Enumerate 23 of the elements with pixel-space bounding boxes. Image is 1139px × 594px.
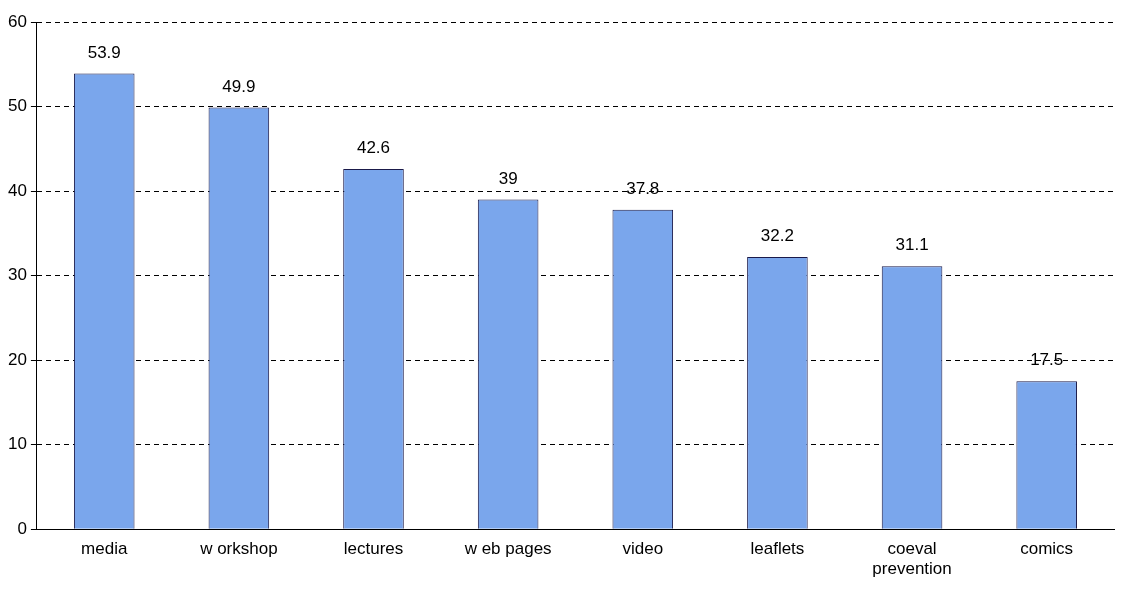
data-label: 39 xyxy=(498,168,518,188)
x-tick-label: w orkshop xyxy=(199,539,278,559)
y-tick-label: 50 xyxy=(7,96,27,116)
x-tick-label: media xyxy=(81,539,128,559)
data-label: 32.2 xyxy=(760,226,794,246)
y-tick-label: 10 xyxy=(7,434,27,454)
data-label: 53.9 xyxy=(87,42,121,62)
data-label: 49.9 xyxy=(222,76,256,96)
x-tick-label: leaflets xyxy=(750,539,805,559)
x-tick-label: video xyxy=(622,539,664,559)
y-tick-label: 30 xyxy=(7,265,27,285)
y-tick-label: 40 xyxy=(7,180,27,200)
x-tick-label: w eb pages xyxy=(463,539,552,559)
data-label: 31.1 xyxy=(895,235,929,255)
x-tick-label: comics xyxy=(1020,539,1074,559)
data-label: 17.5 xyxy=(1030,350,1064,370)
y-tick-label: 0 xyxy=(17,518,27,538)
x-tick-label: lectures xyxy=(343,539,404,559)
y-tick-label: 60 xyxy=(7,11,27,31)
y-tick-label: 20 xyxy=(7,349,27,369)
data-label: 37.8 xyxy=(626,178,660,198)
x-tick-label: coeval prevention xyxy=(872,539,952,579)
data-label: 42.6 xyxy=(356,138,391,158)
